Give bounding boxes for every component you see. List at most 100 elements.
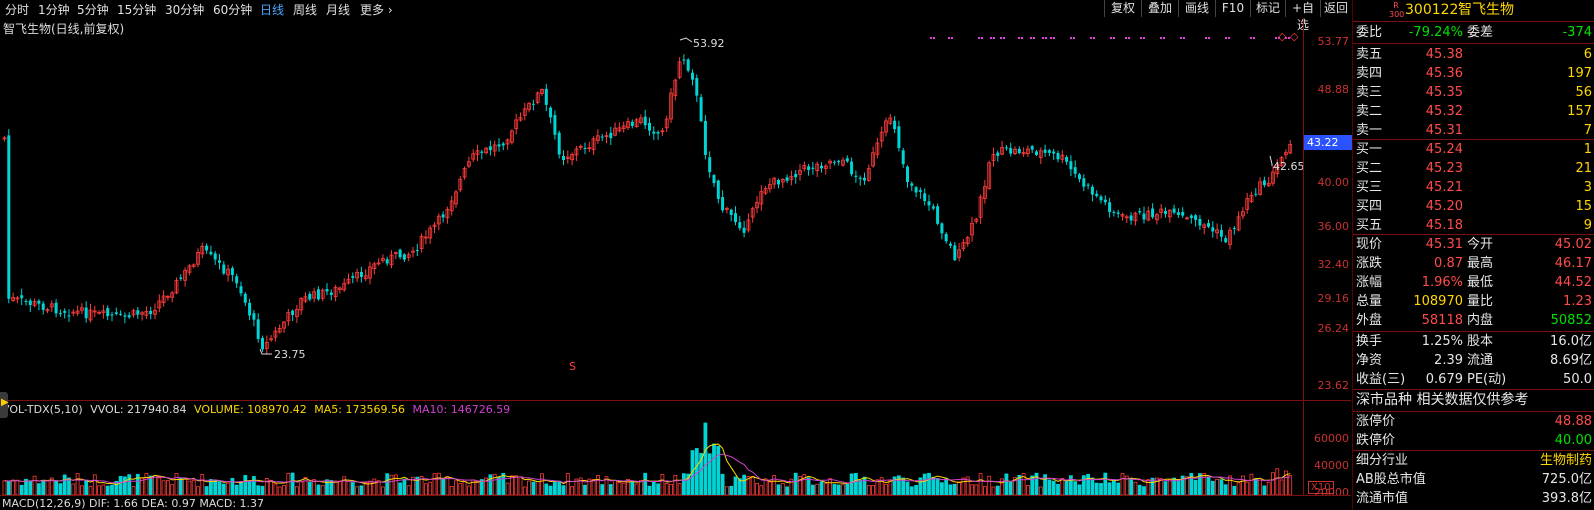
period-monthly[interactable]: 月线 xyxy=(326,3,351,17)
buy-volume: 1 xyxy=(1583,142,1592,157)
sell-volume: 197 xyxy=(1567,66,1592,81)
candle-body xyxy=(355,271,360,279)
candle-body xyxy=(923,193,927,202)
volume-chart[interactable] xyxy=(0,415,1303,495)
volume-bar xyxy=(768,481,772,495)
period-5min[interactable]: 5分钟 xyxy=(77,3,109,17)
candle-body xyxy=(708,157,712,173)
volume-bar xyxy=(1262,485,1267,495)
candle-body xyxy=(549,107,553,118)
candle-body xyxy=(609,132,613,139)
candle-body xyxy=(1198,218,1202,226)
period-fenshi[interactable]: 分时 xyxy=(5,3,30,17)
back-button[interactable]: 返回 xyxy=(1320,0,1351,17)
volume-bar xyxy=(393,474,398,495)
draw-line-button[interactable]: 画线 xyxy=(1178,0,1215,17)
period-daily[interactable]: 日线 xyxy=(260,3,285,17)
candle-body xyxy=(965,237,970,244)
candle-body xyxy=(1043,149,1047,153)
price-tick: 23.62 xyxy=(1317,379,1350,392)
sell-level-label: 卖五 xyxy=(1356,47,1383,62)
candle-body xyxy=(252,313,256,320)
candle-body xyxy=(131,310,136,316)
volume-bar xyxy=(247,481,252,495)
candle-body xyxy=(123,315,127,317)
play-icon: ▶ xyxy=(1,397,9,408)
volume-bar xyxy=(294,486,299,495)
candle-body xyxy=(1035,151,1038,155)
candle-body xyxy=(1189,215,1193,218)
volume-bar xyxy=(918,477,923,495)
sell-price: 45.38 xyxy=(1425,47,1463,62)
volume-bar xyxy=(707,453,712,495)
mark-button[interactable]: 标记 xyxy=(1250,0,1285,17)
overlay-button[interactable]: 叠加 xyxy=(1141,0,1178,17)
volume-bar xyxy=(32,475,37,495)
volume-bar xyxy=(19,484,24,495)
candle-body xyxy=(820,165,823,169)
volume-bar xyxy=(385,473,390,495)
add-watchlist-button[interactable]: +自选 xyxy=(1285,0,1320,32)
candle-body xyxy=(466,161,471,167)
candle-body xyxy=(1236,216,1241,231)
candle-body xyxy=(866,168,871,181)
volume-bar xyxy=(940,482,944,495)
candle-body xyxy=(248,302,252,316)
candlestick-chart[interactable]: 53.92 23.75 42.65 S ◇ ◇ xyxy=(0,18,1303,400)
stock-header: R 300 300122 智飞生物 xyxy=(1353,0,1594,20)
ma5-line xyxy=(4,443,1291,486)
volume-bar xyxy=(983,486,987,495)
volume-bar xyxy=(643,472,648,495)
macd-header[interactable]: MACD(12,26,9) DIF: 1.66 DEA: 0.97 MACD: … xyxy=(2,497,265,510)
volume-bar xyxy=(961,477,966,495)
stat-value: 58118 xyxy=(1421,313,1463,328)
period-60min[interactable]: 60分钟 xyxy=(213,3,253,17)
volume-bar xyxy=(1120,473,1125,495)
candle-body xyxy=(691,72,694,80)
candle-body xyxy=(1275,164,1280,174)
volume-bar xyxy=(935,478,940,495)
volume-bar xyxy=(548,485,553,495)
ma10-line xyxy=(4,453,1291,484)
candle-body xyxy=(583,147,587,149)
f10-button[interactable]: F10 xyxy=(1215,0,1250,17)
volume-bar xyxy=(1219,479,1224,495)
candle-body xyxy=(282,321,286,329)
volume-bar xyxy=(866,485,871,495)
candle-body xyxy=(1124,216,1129,219)
buy-volume: 15 xyxy=(1575,199,1592,214)
stat-label: 换手 xyxy=(1356,334,1383,349)
period-15min[interactable]: 15分钟 xyxy=(117,3,157,17)
candle-body xyxy=(1258,181,1262,195)
side-panel-handle[interactable] xyxy=(0,392,8,418)
volume-bar xyxy=(251,476,256,495)
volume-bar xyxy=(1137,484,1142,495)
period-30min[interactable]: 30分钟 xyxy=(165,3,205,17)
volume-bar xyxy=(1172,477,1176,495)
candle-body xyxy=(1082,178,1086,187)
candle-body xyxy=(1056,153,1060,160)
divider xyxy=(1353,21,1594,22)
candle-body xyxy=(1095,193,1099,197)
candle-body xyxy=(1133,212,1138,222)
volume-bar xyxy=(88,486,93,495)
sell-volume: 157 xyxy=(1567,104,1592,119)
period-more[interactable]: 更多 › xyxy=(360,1,393,18)
stat-value: 45.02 xyxy=(1554,237,1592,252)
last-label: 42.65 xyxy=(1273,160,1303,173)
candle-body xyxy=(884,120,888,133)
candle-body xyxy=(716,180,720,199)
fuquan-button[interactable]: 复权 xyxy=(1104,0,1141,17)
period-1min[interactable]: 1分钟 xyxy=(38,3,70,17)
candle-body xyxy=(613,127,617,136)
volume-bar xyxy=(1275,468,1280,495)
period-weekly[interactable]: 周线 xyxy=(293,3,318,17)
vol-indicator-name[interactable]: VOL-TDX(5,10) xyxy=(2,403,83,416)
industry-value[interactable]: 生物制药 xyxy=(1539,453,1592,468)
limit-up-value: 48.88 xyxy=(1554,414,1592,429)
candle-body xyxy=(299,298,304,311)
volume-bar xyxy=(651,481,656,495)
volume-bar xyxy=(1077,484,1082,495)
buy-price: 45.18 xyxy=(1425,218,1463,233)
volume-bar xyxy=(286,473,291,495)
